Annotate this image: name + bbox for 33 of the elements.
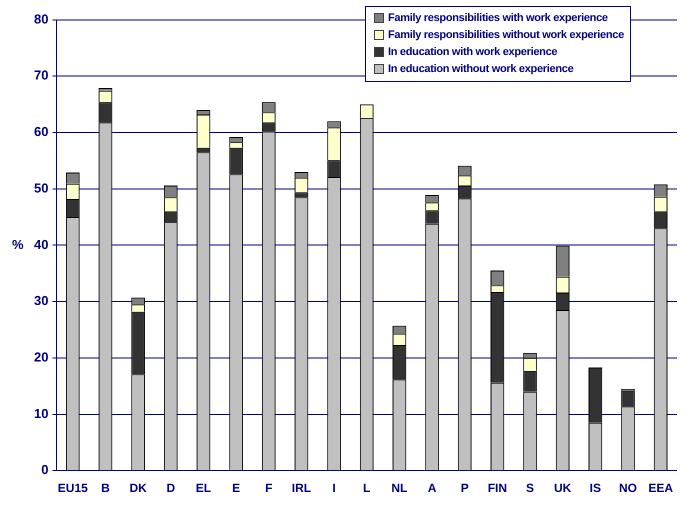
y-tick-label: 30 — [34, 293, 48, 308]
x-tick-label: A — [428, 481, 437, 496]
x-tick-label: FIN — [488, 481, 508, 496]
x-tick-label: NO — [619, 481, 638, 496]
x-tick-label: NL — [391, 481, 408, 496]
x-tick-label: DK — [129, 481, 148, 496]
legend-label: Family responsibilities with work experience — [388, 12, 608, 24]
x-tick-label: P — [460, 481, 469, 496]
legend-label: Family responsibilities without work experience — [388, 29, 624, 42]
x-tick-label: EL — [196, 481, 212, 496]
x-tick-label: IS — [590, 481, 602, 496]
x-tick-label: D — [166, 481, 176, 496]
x-tick-label: EU15 — [58, 481, 88, 496]
y-tick-label: 60 — [34, 124, 48, 140]
y-tick-label: 10 — [34, 406, 48, 421]
y-tick-label: 20 — [34, 349, 48, 364]
x-tick-label: EEA — [648, 481, 674, 496]
x-tick-label: B — [101, 481, 110, 496]
y-tick-label: 80 — [34, 11, 48, 26]
x-tick-label: F — [265, 481, 272, 496]
legend-label: In education with work experience — [388, 46, 558, 58]
x-tick-label: S — [526, 481, 534, 496]
x-tick-label: I — [332, 481, 336, 496]
legend-label: In education without work experience — [388, 63, 574, 76]
x-tick-label: UK — [554, 481, 572, 496]
y-tick-label: 50 — [34, 180, 48, 196]
y-axis-title: % — [12, 236, 24, 252]
y-tick-label: 0 — [41, 462, 48, 478]
x-tick-label: L — [363, 481, 370, 496]
y-tick-label: 40 — [34, 236, 48, 252]
y-tick-label: 70 — [34, 68, 48, 83]
x-tick-label: E — [232, 481, 240, 496]
x-tick-label: IRL — [292, 481, 312, 496]
